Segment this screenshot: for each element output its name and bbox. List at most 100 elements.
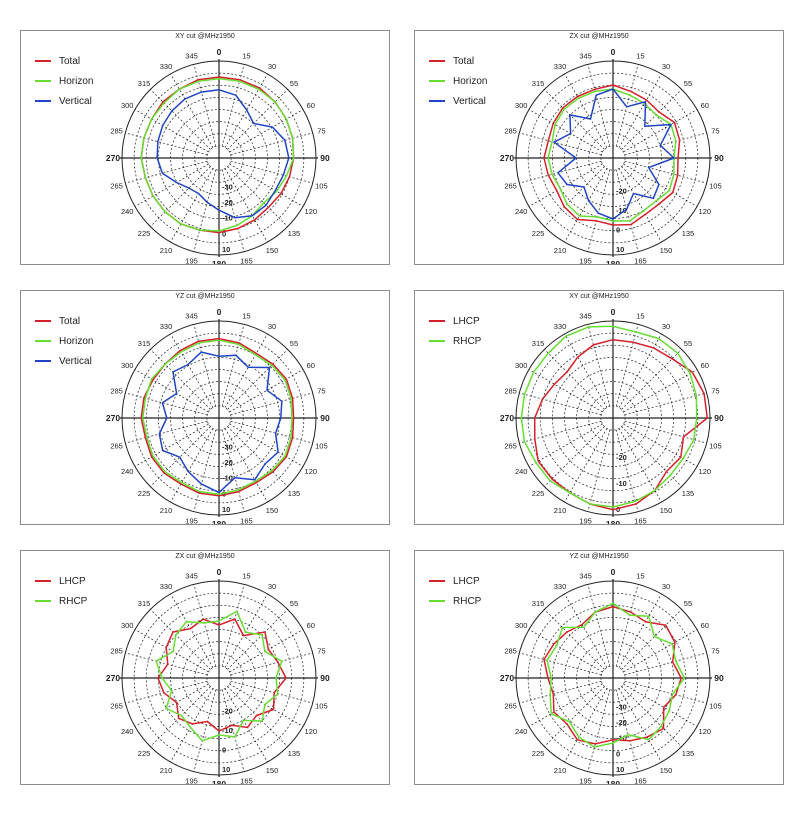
series-trace-lhcp xyxy=(533,338,709,511)
angle-tick-label: 270 xyxy=(500,413,514,423)
angle-tick-label: 240 xyxy=(515,207,528,216)
angle-tick-label: 15 xyxy=(636,312,644,321)
angle-tick-label: 0 xyxy=(217,567,222,577)
angle-tick-label: 265 xyxy=(110,441,123,450)
grid-spoke xyxy=(544,609,605,670)
angle-tick-label: 285 xyxy=(110,647,123,656)
angle-tick-label: 265 xyxy=(504,181,517,190)
radial-tick-label: 0 xyxy=(222,745,226,754)
grid-spoke xyxy=(221,324,245,407)
angle-tick-label: 135 xyxy=(288,229,301,238)
angle-tick-label: 225 xyxy=(138,749,151,758)
angle-tick-label: 105 xyxy=(709,701,722,710)
angle-tick-label: 180 xyxy=(212,259,226,265)
angle-tick-label: 265 xyxy=(504,441,517,450)
angle-tick-label: 75 xyxy=(317,647,325,656)
grid-spoke xyxy=(621,426,682,487)
grid-spoke xyxy=(227,686,288,747)
angle-tick-label: 55 xyxy=(290,599,298,608)
grid-spoke xyxy=(125,420,208,444)
legend-swatch xyxy=(429,600,445,602)
legend-item-vertical: Vertical xyxy=(429,91,487,111)
angle-tick-label: 30 xyxy=(268,322,276,331)
legend-swatch xyxy=(429,80,445,82)
grid-spoke xyxy=(519,132,602,156)
angle-tick-label: 75 xyxy=(317,387,325,396)
angle-tick-label: 265 xyxy=(110,701,123,710)
legend-label: LHCP xyxy=(59,575,86,587)
legend-4: LHCP RHCP xyxy=(429,311,481,351)
angle-tick-label: 285 xyxy=(110,127,123,136)
grid-spoke xyxy=(544,349,605,410)
angle-tick-label: 180 xyxy=(606,519,620,525)
angle-tick-label: 345 xyxy=(185,312,198,321)
grid-spoke xyxy=(227,349,288,410)
angle-tick-label: 345 xyxy=(579,52,592,61)
radial-tick-label: 10 xyxy=(616,245,624,254)
chart-panel-6: 0 15 30 55 60 75 90 105 120 135 150 165 180 195 210 225… xyxy=(414,550,784,785)
grid-spoke xyxy=(230,392,313,416)
angle-tick-label: 225 xyxy=(532,749,545,758)
angle-tick-label: 315 xyxy=(138,599,151,608)
angle-tick-label: 195 xyxy=(579,516,592,525)
angle-tick-label: 105 xyxy=(315,441,328,450)
legend-item-lhcp: LHCP xyxy=(35,571,87,591)
series-trace-vertical xyxy=(553,88,675,220)
radial-tick-label: -30 xyxy=(222,442,233,451)
legend-swatch xyxy=(429,340,445,342)
legend-swatch xyxy=(429,100,445,102)
grid-spoke xyxy=(193,429,217,512)
angle-tick-label: 345 xyxy=(579,572,592,581)
series-trace-lhcp xyxy=(157,618,287,732)
chart-title-3: YZ cut @MHz1950 xyxy=(175,293,235,300)
angle-tick-label: 225 xyxy=(532,229,545,238)
grid-spoke xyxy=(230,160,313,184)
angle-tick-label: 225 xyxy=(138,489,151,498)
legend-swatch xyxy=(35,580,51,582)
legend-swatch xyxy=(35,60,51,62)
angle-tick-label: 135 xyxy=(682,749,695,758)
angle-tick-label: 165 xyxy=(634,256,647,265)
grid-spoke xyxy=(587,64,611,147)
angle-tick-label: 300 xyxy=(515,621,528,630)
angle-tick-label: 315 xyxy=(532,599,545,608)
grid-spoke xyxy=(193,169,217,252)
angle-tick-label: 315 xyxy=(532,79,545,88)
grid-spoke xyxy=(615,584,639,667)
angle-tick-label: 165 xyxy=(634,776,647,785)
angle-tick-label: 30 xyxy=(662,322,670,331)
angle-tick-label: 135 xyxy=(288,489,301,498)
angle-tick-label: 195 xyxy=(185,256,198,265)
radial-tick-label: -20 xyxy=(222,458,233,467)
angle-tick-label: 90 xyxy=(714,673,724,683)
angle-tick-label: 150 xyxy=(266,246,279,255)
legend-swatch xyxy=(35,340,51,342)
angle-tick-label: 120 xyxy=(699,207,712,216)
grid-spoke xyxy=(150,686,211,747)
radial-tick-label: -10 xyxy=(616,206,627,215)
angle-tick-label: 55 xyxy=(684,79,692,88)
radial-tick-label: -10 xyxy=(616,479,627,488)
grid-spoke xyxy=(587,584,611,667)
series-trace-total xyxy=(543,84,681,226)
grid-spoke xyxy=(125,392,208,416)
angle-tick-label: 165 xyxy=(634,516,647,525)
angle-tick-label: 75 xyxy=(317,127,325,136)
grid-spoke xyxy=(587,689,611,772)
legend-swatch xyxy=(35,80,51,82)
angle-tick-label: 240 xyxy=(121,207,134,216)
radial-tick-label: 10 xyxy=(616,765,624,774)
angle-tick-label: 15 xyxy=(242,312,250,321)
grid-spoke xyxy=(150,89,211,150)
legend-item-vertical: Vertical xyxy=(35,91,93,111)
radial-tick-label: -30 xyxy=(616,702,627,711)
angle-tick-label: 270 xyxy=(500,153,514,163)
legend-5: LHCP RHCP xyxy=(35,571,87,611)
angle-tick-label: 150 xyxy=(266,766,279,775)
angle-tick-label: 195 xyxy=(579,256,592,265)
grid-spoke xyxy=(193,64,217,147)
grid-spoke xyxy=(125,132,208,156)
chart-panel-1: 0 15 30 55 60 75 90 105 120 135 150 165 180 195 210 225… xyxy=(20,30,390,265)
angle-tick-label: 270 xyxy=(106,673,120,683)
radial-tick-label: -30 xyxy=(222,182,233,191)
